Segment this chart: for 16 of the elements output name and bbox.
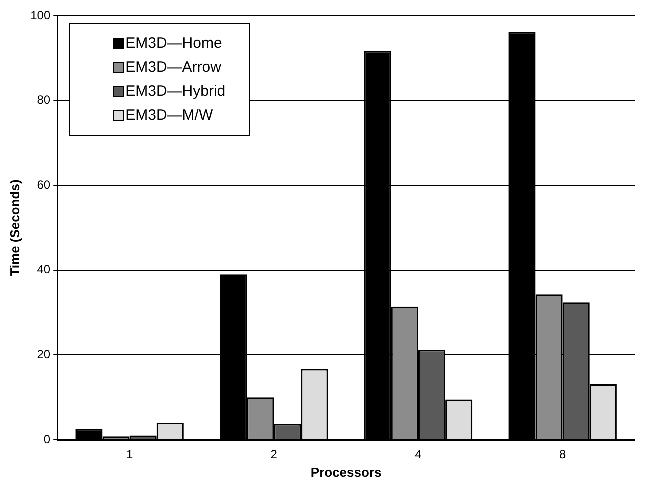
x-tick-label: 2 xyxy=(270,448,278,462)
y-tick-label: 40 xyxy=(37,262,51,277)
y-axis-title: Time (Seconds) xyxy=(7,180,22,276)
legend-label: EM3D—Arrow xyxy=(126,59,222,76)
y-tick-label: 20 xyxy=(37,348,51,362)
x-tick-label: 8 xyxy=(559,448,566,462)
x-tick-label: 1 xyxy=(126,448,134,462)
x-tick-label: 4 xyxy=(415,448,422,462)
x-axis-title: Processors xyxy=(310,464,382,480)
legend-label: EM3D—M/W xyxy=(126,107,214,124)
y-tick-label: 80 xyxy=(37,93,51,108)
y-tick-label: 0 xyxy=(44,432,51,446)
legend-label: EM3D—Home xyxy=(126,35,222,52)
legend-label: EM3D—Hybrid xyxy=(126,83,226,100)
y-tick-label: 60 xyxy=(37,178,51,192)
y-tick-label: 100 xyxy=(30,8,51,22)
